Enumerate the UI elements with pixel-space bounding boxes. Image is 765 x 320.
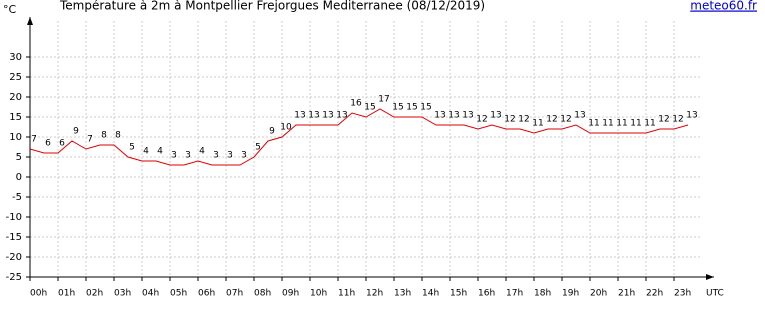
x-tick-label: 21h xyxy=(618,289,635,299)
value-label: 13 xyxy=(434,111,445,121)
value-label: 6 xyxy=(59,139,65,149)
value-label: 13 xyxy=(308,111,319,121)
y-tick-label: 15 xyxy=(9,112,22,123)
value-label: 3 xyxy=(213,151,219,161)
y-axis-arrow xyxy=(27,17,33,25)
value-label: 13 xyxy=(294,111,305,121)
value-label: 13 xyxy=(448,111,459,121)
value-label: 5 xyxy=(129,143,135,153)
value-label: 13 xyxy=(462,111,473,121)
y-tick-label: -10 xyxy=(6,212,22,223)
y-tick-label: -5 xyxy=(12,192,22,203)
x-tick-label: 11h xyxy=(338,289,355,299)
value-label: 4 xyxy=(143,147,149,157)
value-label: 10 xyxy=(280,123,292,133)
y-tick-label: -15 xyxy=(6,232,22,243)
x-tick-label: 22h xyxy=(646,289,663,299)
value-label: 3 xyxy=(171,151,177,161)
x-tick-label: 15h xyxy=(450,289,467,299)
value-label: 3 xyxy=(227,151,233,161)
y-tick-label: 30 xyxy=(9,52,22,63)
x-tick-label: 05h xyxy=(170,289,187,299)
value-label: 8 xyxy=(115,131,121,141)
value-label: 17 xyxy=(378,95,389,105)
value-label: 11 xyxy=(616,119,627,129)
value-label: 15 xyxy=(406,103,417,113)
value-label: 7 xyxy=(87,135,93,145)
value-label: 3 xyxy=(185,151,191,161)
value-label: 16 xyxy=(350,99,362,109)
y-tick-label: 20 xyxy=(9,92,22,103)
x-tick-label: 08h xyxy=(254,289,271,299)
value-label: 11 xyxy=(588,119,599,129)
value-label: 12 xyxy=(560,115,571,125)
value-label: 5 xyxy=(255,143,261,153)
value-label: 12 xyxy=(546,115,557,125)
source-link[interactable]: meteo60.fr xyxy=(690,0,757,13)
value-label: 12 xyxy=(504,115,515,125)
chart-title: Température à 2m à Montpellier Frejorgue… xyxy=(59,0,485,13)
value-label: 12 xyxy=(672,115,683,125)
value-label: 11 xyxy=(644,119,655,129)
x-tick-label: 04h xyxy=(142,289,159,299)
x-tick-label: 20h xyxy=(590,289,607,299)
value-label: 7 xyxy=(31,135,37,145)
x-tick-label: 03h xyxy=(114,289,131,299)
temperature-line xyxy=(29,108,689,166)
x-tick-label: 02h xyxy=(86,289,103,299)
value-label: 11 xyxy=(630,119,641,129)
value-label: 13 xyxy=(322,111,333,121)
x-tick-label: 23h xyxy=(674,289,691,299)
value-label: 9 xyxy=(269,127,275,137)
x-tick-label: 10h xyxy=(310,289,327,299)
value-label: 12 xyxy=(476,115,487,125)
x-tick-label: 16h xyxy=(478,289,495,299)
value-label: 3 xyxy=(241,151,247,161)
x-tick-label: 12h xyxy=(366,289,383,299)
value-label: 13 xyxy=(336,111,347,121)
value-label: 13 xyxy=(686,111,697,121)
y-tick-label: 5 xyxy=(16,152,22,163)
y-tick-label: 25 xyxy=(9,72,22,83)
value-label: 13 xyxy=(490,111,501,121)
x-tick-label: 19h xyxy=(562,289,579,299)
value-label: 15 xyxy=(364,103,375,113)
value-label: 11 xyxy=(602,119,613,129)
y-tick-label: 10 xyxy=(9,132,22,143)
value-label: 9 xyxy=(73,127,79,137)
y-tick-label: 0 xyxy=(16,172,22,183)
y-axis-label: °C xyxy=(3,3,17,16)
x-tick-label: 07h xyxy=(226,289,243,299)
x-axis-label: UTC xyxy=(706,289,724,299)
value-label: 4 xyxy=(157,147,163,157)
y-tick-label: -20 xyxy=(6,252,22,263)
x-tick-label: 01h xyxy=(58,289,75,299)
value-label: 4 xyxy=(199,147,205,157)
value-label: 12 xyxy=(518,115,529,125)
value-label: 11 xyxy=(532,119,543,129)
x-tick-label: 17h xyxy=(506,289,523,299)
x-tick-label: 18h xyxy=(534,289,551,299)
x-axis-arrow xyxy=(706,274,714,280)
x-tick-label: 00h xyxy=(30,289,47,299)
value-label: 8 xyxy=(101,131,107,141)
value-label: 15 xyxy=(392,103,403,113)
x-tick-label: 13h xyxy=(394,289,411,299)
value-label: 6 xyxy=(45,139,51,149)
x-tick-label: 06h xyxy=(198,289,215,299)
value-label: 15 xyxy=(420,103,431,113)
x-tick-label: 14h xyxy=(422,289,439,299)
value-label: 12 xyxy=(658,115,669,125)
x-tick-label: 09h xyxy=(282,289,299,299)
value-label: 13 xyxy=(574,111,585,121)
y-tick-label: -25 xyxy=(6,272,22,283)
